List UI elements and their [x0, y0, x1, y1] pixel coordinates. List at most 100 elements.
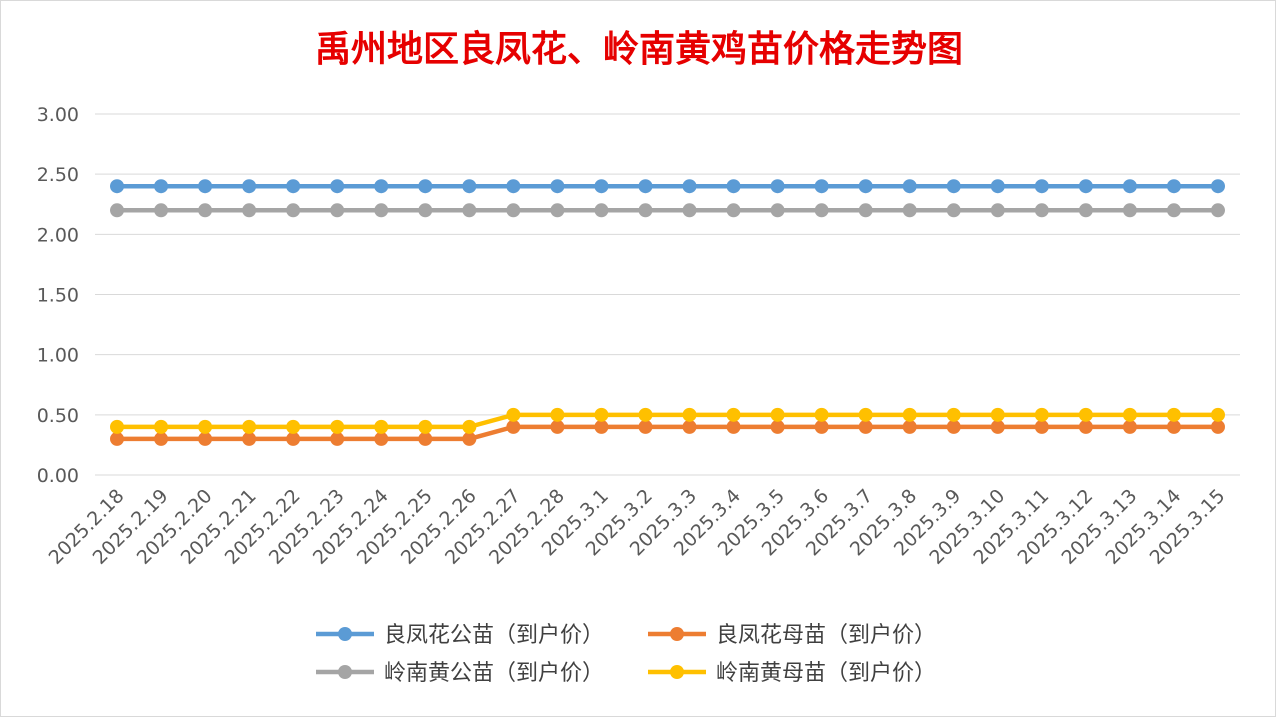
series-2 — [110, 419, 1225, 446]
data-point — [330, 419, 345, 434]
data-point — [814, 419, 829, 434]
data-point — [1078, 203, 1093, 218]
data-point — [682, 407, 697, 422]
data-point — [1210, 203, 1225, 218]
y-tick-label: 1.50 — [37, 285, 79, 307]
series-line — [114, 424, 1221, 442]
data-point — [726, 179, 741, 194]
data-point — [858, 407, 873, 422]
data-point — [506, 203, 521, 218]
data-point — [990, 419, 1005, 434]
data-point — [770, 419, 785, 434]
data-point — [1210, 179, 1225, 194]
data-point — [770, 203, 785, 218]
legend-label: 岭南黄公苗（到户价） — [384, 661, 604, 686]
data-point — [946, 179, 961, 194]
legend-marker — [338, 665, 352, 679]
legend-marker — [670, 665, 684, 679]
y-tick-label: 1.00 — [37, 345, 79, 367]
data-point — [418, 431, 433, 446]
data-point — [594, 179, 609, 194]
y-tick-label: 2.00 — [37, 224, 79, 246]
data-point — [638, 419, 653, 434]
y-axis-ticks: 0.00 0.50 1.00 1.50 2.00 2.50 3.00 — [37, 104, 79, 487]
data-point — [198, 203, 213, 218]
data-point — [154, 179, 169, 194]
data-point — [594, 407, 609, 422]
data-point — [1122, 407, 1137, 422]
data-point — [506, 419, 521, 434]
data-point — [814, 179, 829, 194]
data-point — [1034, 407, 1049, 422]
data-point — [594, 419, 609, 434]
data-point — [1122, 179, 1137, 194]
data-point — [726, 419, 741, 434]
data-point — [242, 179, 257, 194]
data-point — [506, 407, 521, 422]
data-point — [726, 407, 741, 422]
legend-item: 良凤花母苗（到户价） — [648, 623, 936, 648]
data-point — [110, 431, 125, 446]
data-point — [242, 419, 257, 434]
data-point — [814, 203, 829, 218]
data-point — [682, 203, 697, 218]
data-point — [286, 203, 301, 218]
data-point — [418, 179, 433, 194]
data-point — [858, 179, 873, 194]
data-point — [990, 203, 1005, 218]
data-point — [1078, 407, 1093, 422]
data-point — [990, 407, 1005, 422]
gridlines — [95, 113, 1240, 476]
data-point — [418, 203, 433, 218]
data-point — [1122, 203, 1137, 218]
series-4 — [110, 407, 1225, 434]
data-point — [110, 203, 125, 218]
chart-title: 禹州地区良凤花、岭南黄鸡苗价格走势图 — [315, 28, 963, 70]
data-point — [550, 419, 565, 434]
series-lines — [110, 179, 1225, 446]
y-tick-label: 2.50 — [37, 164, 79, 186]
data-point — [1034, 203, 1049, 218]
data-point — [1034, 179, 1049, 194]
data-point — [770, 407, 785, 422]
data-point — [1166, 203, 1181, 218]
legend-item: 岭南黄母苗（到户价） — [648, 661, 936, 686]
data-point — [682, 419, 697, 434]
data-point — [1210, 407, 1225, 422]
data-point — [594, 203, 609, 218]
data-point — [858, 203, 873, 218]
data-point — [242, 203, 257, 218]
data-point — [858, 419, 873, 434]
data-point — [506, 179, 521, 194]
legend-label: 岭南黄母苗（到户价） — [716, 661, 936, 686]
data-point — [902, 407, 917, 422]
y-tick-label: 3.00 — [37, 104, 79, 126]
data-point — [462, 431, 477, 446]
data-point — [946, 203, 961, 218]
legend: 良凤花公苗（到户价） 良凤花母苗（到户价） 岭南黄公苗（到户价） 岭南黄母苗（到户价） — [316, 623, 936, 686]
data-point — [1166, 179, 1181, 194]
data-point — [198, 179, 213, 194]
data-point — [462, 203, 477, 218]
data-point — [1078, 179, 1093, 194]
data-point — [638, 179, 653, 194]
data-point — [902, 179, 917, 194]
data-point — [374, 203, 389, 218]
legend-item: 岭南黄公苗（到户价） — [316, 661, 604, 686]
data-point — [330, 431, 345, 446]
data-point — [1078, 419, 1093, 434]
data-point — [374, 419, 389, 434]
data-point — [638, 203, 653, 218]
data-point — [550, 179, 565, 194]
data-point — [1166, 419, 1181, 434]
data-point — [110, 179, 125, 194]
data-point — [550, 203, 565, 218]
data-point — [770, 179, 785, 194]
data-point — [110, 419, 125, 434]
data-point — [1122, 419, 1137, 434]
data-point — [198, 431, 213, 446]
data-point — [286, 419, 301, 434]
data-point — [726, 203, 741, 218]
series-3 — [110, 203, 1225, 218]
